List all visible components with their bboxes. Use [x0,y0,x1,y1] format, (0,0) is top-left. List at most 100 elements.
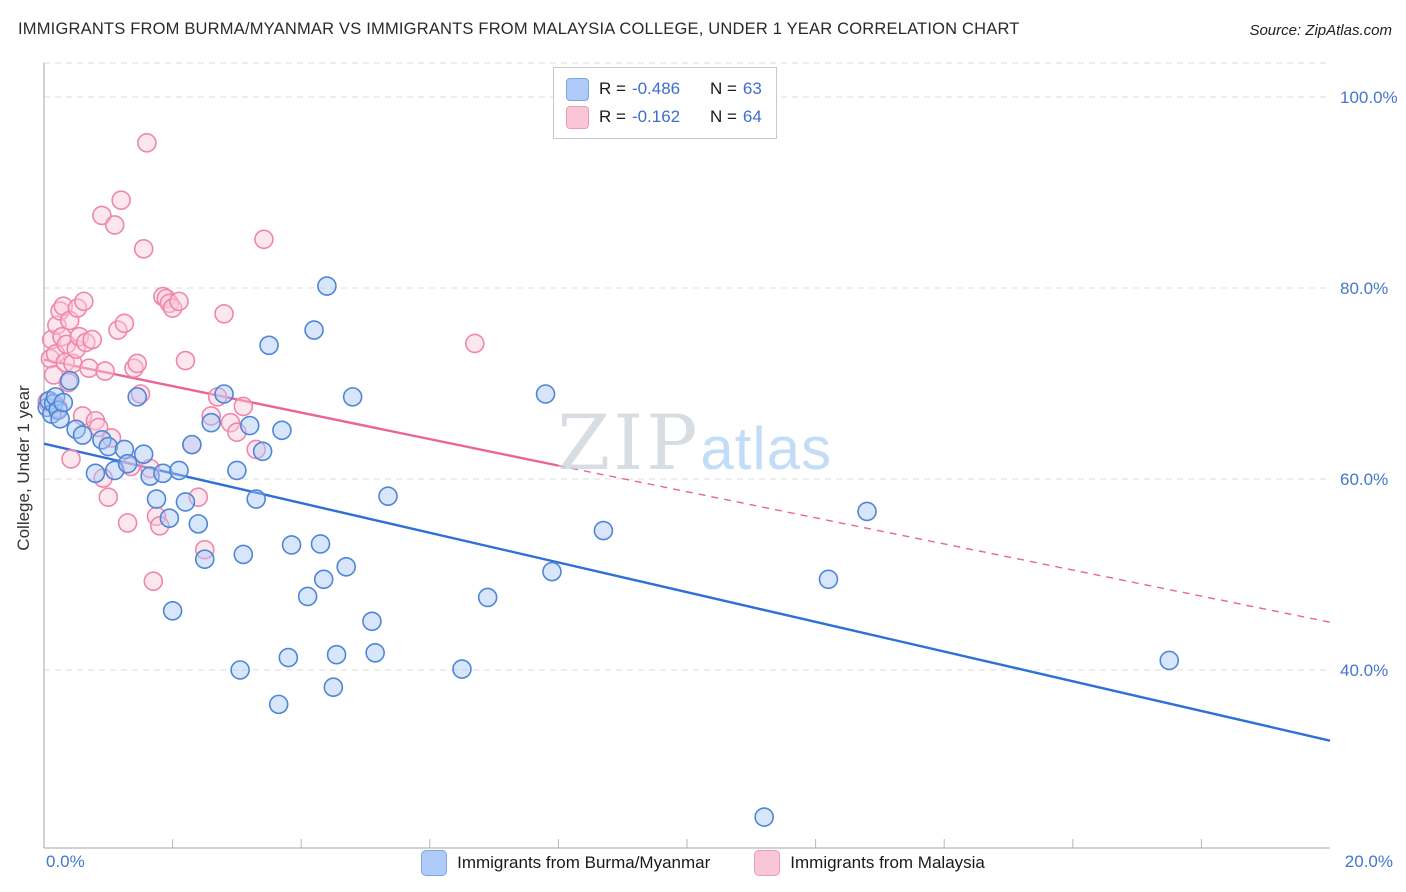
correlation-legend-box: R = -0.486 N = 63 R = -0.162 N = 64 [553,67,777,139]
scatter-point [233,396,254,417]
scatter-point [66,339,86,359]
scatter-point [114,439,135,460]
scatter-point [194,549,215,570]
y-tick-label: 80.0% [1340,279,1388,298]
y-tick-label: 100.0% [1340,88,1398,107]
trend-line [558,464,1331,623]
y-tick-label: 40.0% [1340,661,1388,680]
scatter-point [365,643,385,663]
legend-label-burma: Immigrants from Burma/Myanmar [457,853,711,872]
scatter-point [85,463,106,484]
legend-entry-malaysia: Immigrants from Malaysia [754,850,985,876]
scatter-point [220,412,241,433]
series-legend: Immigrants from Burma/Myanmar Immigrants… [0,850,1406,876]
scatter-point [114,313,135,334]
scatter-point [323,677,344,697]
scatter-point [137,133,157,153]
n-label: N = [709,79,737,98]
scatter-point [95,361,115,381]
scatter-point [98,436,119,457]
blue-series-swatch-icon [421,850,448,876]
scatter-point [252,441,273,462]
scatter-point [254,229,274,250]
scatter-point [121,456,141,477]
scatter-point [326,644,347,665]
scatter-point [169,291,189,312]
scatter-point [182,434,202,455]
scatter-point [233,544,254,565]
legend-label-malaysia: Immigrants from Malaysia [790,853,985,872]
scatter-point [88,417,109,438]
scatter-point [82,329,103,350]
scatter-point [310,534,331,554]
scatter-point [857,501,877,522]
scatter-point [74,291,94,312]
scatter-point [214,303,234,324]
scatter-point [79,358,99,379]
scatter-point [133,444,154,464]
scatter-point [201,406,221,426]
scatter-point [477,587,498,608]
scatter-point [127,353,148,374]
page-title: IMMIGRANTS FROM BURMA/MYANMAR VS IMMIGRA… [18,20,1020,38]
scatter-point [201,412,221,433]
scatter-point [297,586,318,607]
scatter-point [153,463,173,484]
scatter-point [188,514,209,534]
scatter-point [259,335,279,356]
scatter-point [1159,650,1180,671]
scatter-point [146,489,167,509]
scatter-point [133,239,154,259]
scatter-point [313,569,334,590]
scatter-point [342,387,363,407]
legend-row-malaysia: R = -0.162 N = 64 [566,103,762,131]
scatter-point [304,320,324,340]
x-axis-min-label: 0.0% [46,852,85,871]
scatter-point [175,350,196,371]
scatter-point [227,460,247,481]
legend-entry-burma: Immigrants from Burma/Myanmar [421,850,710,876]
scatter-point [59,370,80,391]
scatter-point [127,387,148,407]
scatter-point [336,557,357,577]
scatter-point [593,520,614,541]
scatter-point [61,449,81,469]
y-tick-label: 60.0% [1340,470,1388,489]
scatter-point [362,611,382,632]
scatter-point [175,492,196,512]
scatter-point [104,215,125,235]
scatter-point [143,571,164,591]
scatter-point [111,190,131,210]
r-value-burma: -0.486 [631,79,681,98]
scatter-point [754,807,774,827]
scatter-point [246,489,266,509]
scatter-point [162,600,183,621]
n-value-burma: 63 [742,79,762,98]
scatter-point [278,647,299,668]
trend-line [43,358,559,467]
scatter-point [452,659,472,679]
scatter-point [465,333,485,354]
scatter-point [239,415,260,436]
scatter-point [230,660,250,680]
source-attribution: Source: ZipAtlas.com [1249,22,1392,39]
y-axis-title: College, Under 1 year [14,385,33,551]
legend-row-burma: R = -0.486 N = 63 [566,75,762,103]
pink-series-swatch-icon [566,105,589,129]
trend-line [43,442,1331,742]
scatter-point [159,508,180,528]
scatter-point [98,487,119,507]
pink-series-swatch-icon [754,850,781,876]
n-value-malaysia: 64 [742,107,762,126]
scatter-point [272,420,292,441]
scatter-point [117,513,138,533]
scatter-point [214,384,234,404]
n-label: N = [709,107,737,126]
scatter-point [535,384,556,404]
scatter-point [542,561,562,582]
scatter-point [72,425,93,445]
r-label: R = [599,107,626,126]
r-label: R = [599,79,626,98]
scatter-point [169,460,189,481]
